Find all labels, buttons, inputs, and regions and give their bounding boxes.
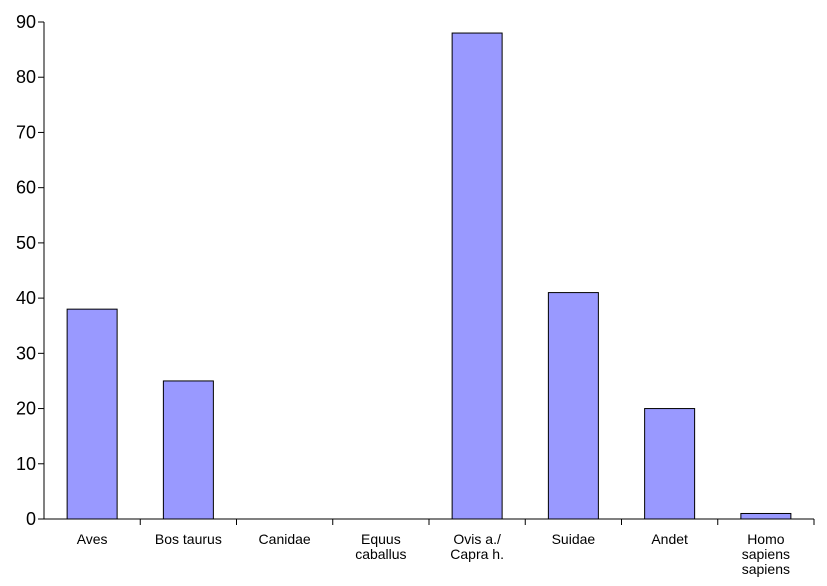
y-tick-label: 30 — [16, 343, 36, 363]
y-tick-label: 40 — [16, 288, 36, 308]
bar-aves — [66, 308, 118, 520]
y-tick-label: 60 — [16, 178, 36, 198]
bar-bos-taurus — [162, 380, 214, 520]
x-tick-label: Bos taurus — [155, 531, 222, 547]
x-ticks-group: Aves Bos taurus Canidae Equus caballus Ovis a… — [77, 519, 815, 577]
y-tick-label: 90 — [16, 12, 36, 32]
y-tick-label: 20 — [16, 399, 36, 419]
bar-ovis-a-capra-h — [451, 32, 503, 520]
x-tick-label: Suidae — [552, 531, 596, 547]
x-tick-label: Ovis a./Capra h. — [450, 531, 504, 562]
x-tick-label: Aves — [77, 531, 108, 547]
y-tick-label: 0 — [26, 509, 36, 529]
x-tick-label: Equus caballus — [355, 531, 406, 562]
x-tick-label: Andet — [651, 531, 688, 547]
y-tick-label: 70 — [16, 122, 36, 142]
y-tick-label: 10 — [16, 454, 36, 474]
bars-group — [66, 32, 792, 520]
axes-group — [43, 22, 814, 520]
y-tick-label: 80 — [16, 67, 36, 87]
bar-andet — [644, 408, 696, 520]
bar-suidae — [547, 292, 599, 520]
bar-homo-sapiens-sapiens — [740, 512, 792, 520]
x-tick-label: Homo sapiens sapiens — [742, 531, 790, 577]
x-tick-label: Canidae — [259, 531, 311, 547]
y-ticks-group: 0 10 20 30 40 50 60 70 80 90 — [16, 12, 44, 529]
y-tick-label: 50 — [16, 233, 36, 253]
